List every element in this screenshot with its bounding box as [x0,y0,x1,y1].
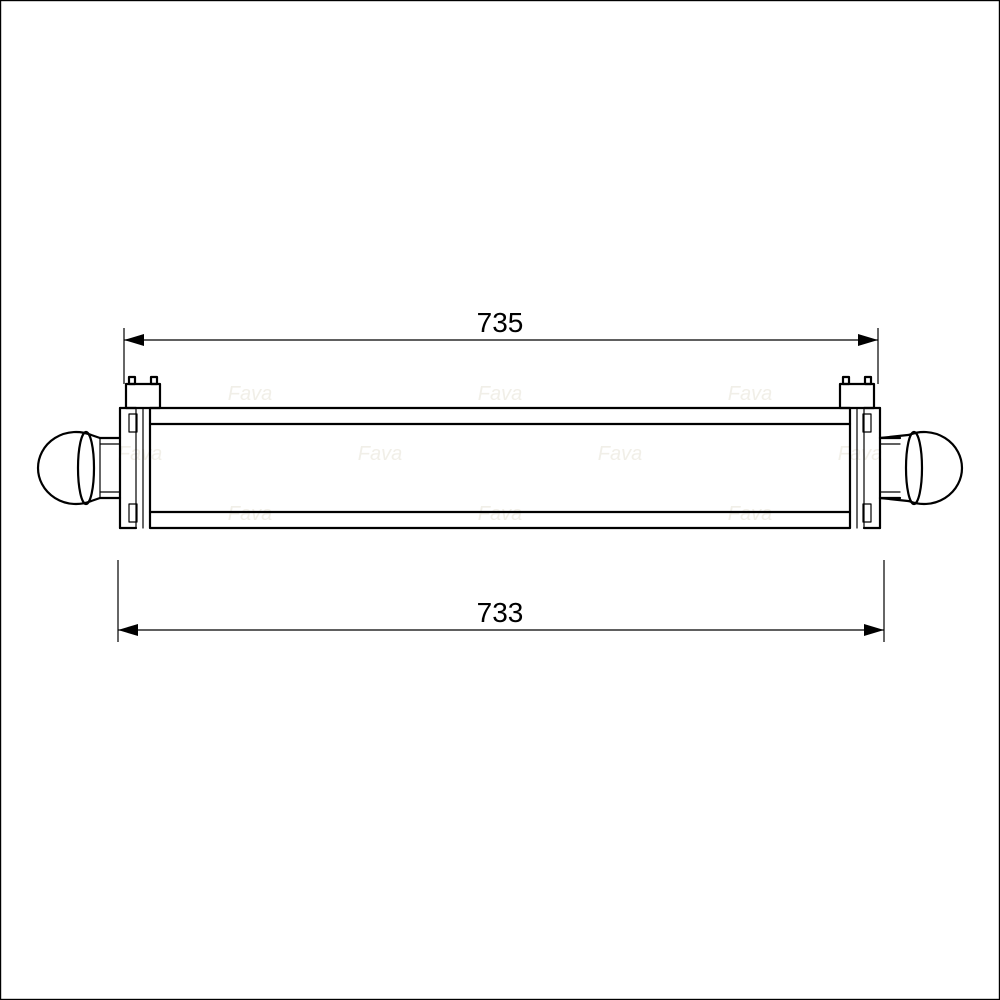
watermark-text: Fava [358,443,402,465]
top-cap-notch-right-a [843,377,849,384]
top-cap-right [840,384,874,408]
watermark-layer: Fava Fava Fava Fava Fava Fava Fava Fava Fava Fava [118,383,882,525]
dim-arrow-top-l [124,334,144,346]
port-inner-left [78,432,94,504]
top-cap-notch-left-a [129,377,135,384]
dim-arrow-bottom-r [864,624,884,636]
port-outer-right [909,432,962,504]
dimension-layer [118,328,884,642]
port-join-top-right [880,435,909,438]
port-inner-right [906,432,922,504]
top-cap-notch-left-b [151,377,157,384]
port-join-bot-left [91,498,100,501]
watermark-text: Fava [598,443,642,465]
watermark-text: Fava [838,443,882,465]
port-join-bot-right [880,498,909,501]
port-outer-left [38,432,91,504]
top-cap-left [126,384,160,408]
dimension-bottom-value: 733 [477,597,524,628]
watermark-text: Fava [728,503,772,525]
dim-arrow-bottom-l [118,624,138,636]
dimension-top-value: 735 [477,307,524,338]
port-join-top-left [91,435,100,438]
watermark-text: Fava [118,443,162,465]
watermark-text: Fava [228,383,272,405]
watermark-text: Fava [728,383,772,405]
technical-drawing: FavaFavaFavaFavaFavaFavaFavaFavaFavaFava… [0,0,1000,1000]
watermark-text: Fava [478,503,522,525]
watermark-text: Fava [478,383,522,405]
top-cap-notch-right-b [865,377,871,384]
dim-arrow-top-r [858,334,878,346]
watermark-text: Fava [228,503,272,525]
